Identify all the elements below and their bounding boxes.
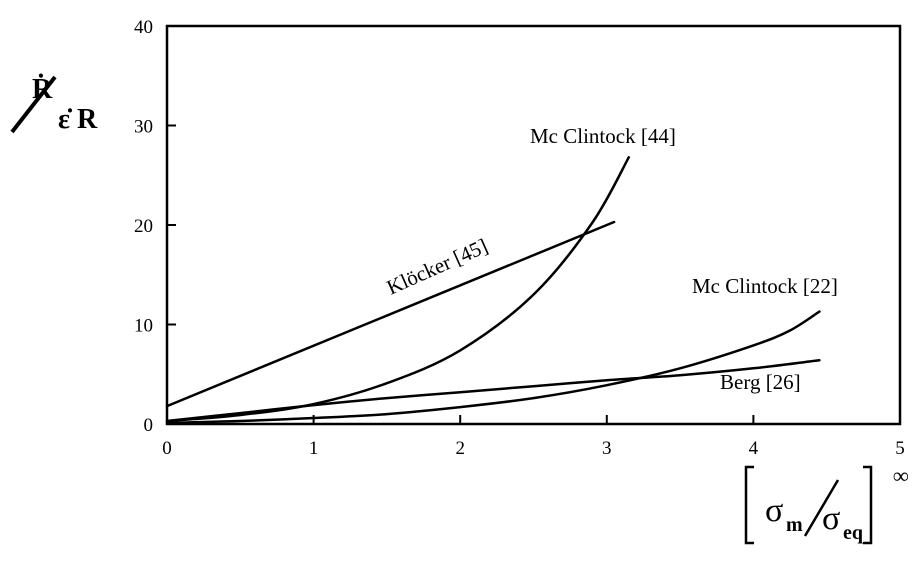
label-mc-clintock-44: Mc Clintock [44] <box>530 124 676 148</box>
curve-klocker-45 <box>165 220 616 408</box>
y-tick-label: 40 <box>134 17 153 38</box>
x-label-sigma-denominator: σ <box>822 500 840 537</box>
y-axis-ticks: 0 10 20 30 40 <box>134 17 176 436</box>
x-label-right-bracket <box>863 465 873 545</box>
x-tick-label: 5 <box>895 438 905 459</box>
y-axis-label: Ṙ ε̇ R <box>10 74 98 135</box>
y-tick-label: 30 <box>134 117 153 138</box>
x-label-numerator-sub: m <box>786 514 803 536</box>
curve-berg-26 <box>165 359 821 423</box>
curve-mc-clintock-22 <box>165 310 821 425</box>
curve-mc-clintock-44 <box>165 156 631 423</box>
x-tick-label: 1 <box>309 438 319 459</box>
label-mc-clintock-22: Mc Clintock [22] <box>692 274 838 298</box>
x-label-left-bracket <box>744 465 754 545</box>
y-tick-label: 20 <box>134 216 153 237</box>
curves <box>165 156 821 425</box>
y-label-slash <box>10 75 57 134</box>
x-tick-label: 0 <box>162 438 172 459</box>
label-berg-26: Berg [26] <box>720 370 801 394</box>
x-axis-label: σ m σ eq ∞ <box>744 463 909 545</box>
x-tick-label: 3 <box>602 438 612 459</box>
x-tick-label: 4 <box>749 438 759 459</box>
x-label-slash <box>803 479 840 537</box>
y-tick-label: 0 <box>144 415 154 436</box>
x-label-denominator-sub: eq <box>843 522 863 544</box>
curve-labels: Mc Clintock [44] Klöcker [45] Mc Clintock … <box>383 124 838 394</box>
y-label-denominator: ε̇ R <box>58 104 98 135</box>
x-tick-label: 2 <box>455 438 465 459</box>
x-axis-ticks: 0 1 2 3 4 5 <box>162 415 905 459</box>
y-tick-label: 10 <box>134 316 153 337</box>
x-label-sigma-numerator: σ <box>765 492 783 529</box>
label-klocker-45: Klöcker [45] <box>383 234 491 300</box>
x-label-superscript: ∞ <box>893 463 909 488</box>
